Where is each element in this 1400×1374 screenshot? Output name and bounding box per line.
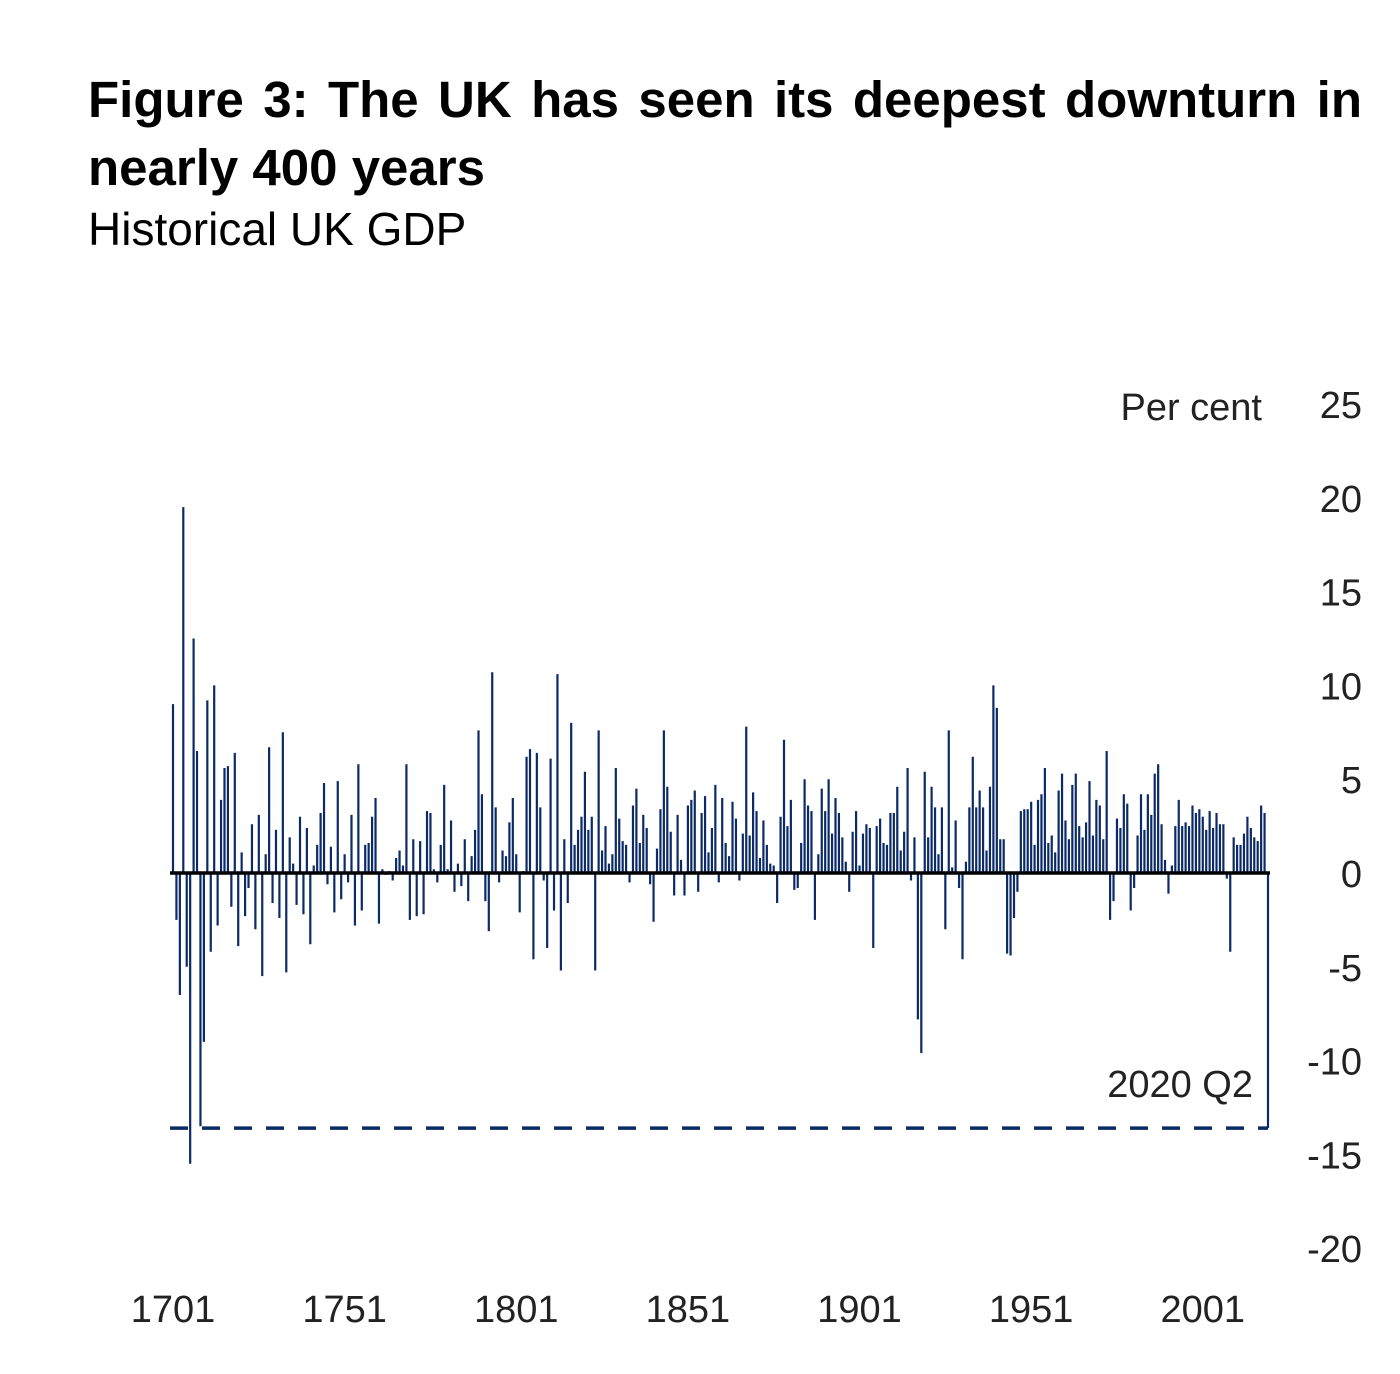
chart-title: Figure 3: The UK has seen its deepest do… <box>88 71 1362 196</box>
y-axis-label: Per cent <box>1120 387 1262 429</box>
x-tick-label: 2001 <box>1161 1289 1246 1331</box>
y-ticks: 25 20 15 10 5 0 -5 -10 -15 -20 <box>1307 385 1362 1271</box>
x-tick-label: 1851 <box>646 1289 731 1331</box>
x-tick-label: 1751 <box>302 1289 387 1331</box>
y-tick-label: 0 <box>1341 854 1362 896</box>
bars-group <box>171 507 1270 1164</box>
y-tick-label: -5 <box>1328 948 1362 990</box>
y-tick-label: -10 <box>1307 1042 1362 1084</box>
x-tick-label: 1901 <box>817 1289 902 1331</box>
x-tick-label: 1701 <box>131 1289 216 1331</box>
y-tick-label: 20 <box>1320 479 1362 521</box>
y-tick-label: 15 <box>1320 573 1362 615</box>
y-tick-label: -15 <box>1307 1135 1362 1177</box>
x-tick-label: 1801 <box>474 1289 559 1331</box>
x-ticks: 1701 1751 1801 1851 1901 1951 2001 <box>131 1289 1245 1331</box>
y-tick-label: 25 <box>1320 385 1362 427</box>
y-tick-label: -20 <box>1307 1229 1362 1271</box>
chart-subtitle: Historical UK GDP <box>88 203 467 255</box>
x-tick-label: 1951 <box>989 1289 1074 1331</box>
y-tick-label: 5 <box>1341 760 1362 802</box>
y-tick-label: 10 <box>1320 666 1362 708</box>
annotation-label: 2020 Q2 <box>1107 1064 1253 1106</box>
